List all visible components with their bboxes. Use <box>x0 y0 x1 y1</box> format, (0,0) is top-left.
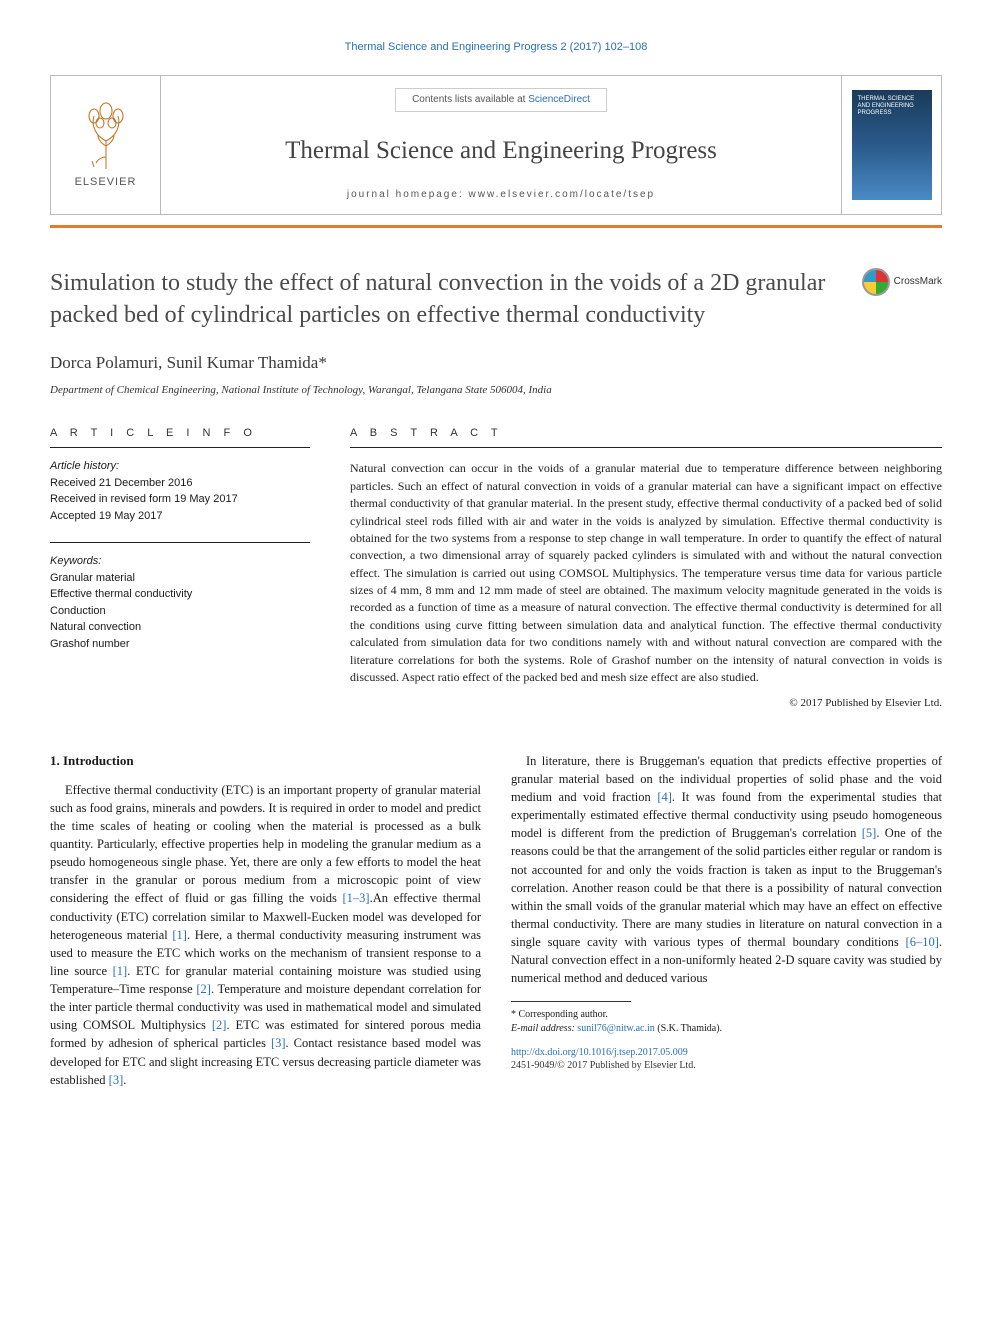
authors: Dorca Polamuri, Sunil Kumar Thamida* <box>50 351 942 375</box>
crossmark-icon <box>862 268 890 296</box>
keywords-label: Keywords: <box>50 555 101 567</box>
intro-para: Effective thermal conductivity (ETC) is … <box>50 781 481 1089</box>
email-line: E-mail address: sunil76@nitw.ac.in (S.K.… <box>511 1022 942 1036</box>
history-accepted: Accepted 19 May 2017 <box>50 510 163 522</box>
info-abstract-row: A R T I C L E I N F O Article history: R… <box>50 426 942 712</box>
publisher-name: ELSEVIER <box>75 175 137 190</box>
section-heading: 1. Introduction <box>50 752 481 771</box>
article-title: Simulation to study the effect of natura… <box>50 268 842 330</box>
ref-link[interactable]: [3] <box>271 1036 286 1050</box>
abstract-copyright: © 2017 Published by Elsevier Ltd. <box>350 696 942 711</box>
keyword: Natural convection <box>50 621 141 633</box>
contents-prefix: Contents lists available at <box>412 94 528 105</box>
issn-copyright: 2451-9049/© 2017 Published by Elsevier L… <box>511 1060 696 1071</box>
corr-marker: * <box>318 353 327 372</box>
intro-para: In literature, there is Bruggeman's equa… <box>511 752 942 988</box>
info-divider <box>50 542 310 543</box>
publisher-logo-cell: ELSEVIER <box>51 76 161 214</box>
keyword: Conduction <box>50 605 106 617</box>
ref-link[interactable]: [1–3] <box>343 891 370 905</box>
ref-link[interactable]: [6–10] <box>906 935 939 949</box>
t: Effective thermal conductivity (ETC) is … <box>50 783 481 906</box>
author-names: Dorca Polamuri, Sunil Kumar Thamida <box>50 353 318 372</box>
footnote-separator <box>511 1001 631 1002</box>
cover-title-small: THERMAL SCIENCE AND ENGINEERING PROGRESS <box>858 96 926 116</box>
ref-link[interactable]: [4] <box>657 790 672 804</box>
masthead: ELSEVIER Contents lists available at Sci… <box>50 75 942 215</box>
ref-link[interactable]: [1] <box>113 964 128 978</box>
crossmark[interactable]: CrossMark <box>862 268 942 296</box>
history-label: Article history: <box>50 460 119 472</box>
elsevier-tree-icon <box>76 101 136 171</box>
ref-link[interactable]: [2] <box>196 982 211 996</box>
abstract-text: Natural convection can occur in the void… <box>350 460 942 686</box>
body-text: 1. Introduction Effective thermal conduc… <box>50 752 942 1089</box>
corresponding-author: * Corresponding author. <box>511 1008 942 1022</box>
email-suffix: (S.K. Thamida). <box>655 1023 722 1034</box>
affiliation: Department of Chemical Engineering, Nati… <box>50 383 942 398</box>
history-revised: Received in revised form 19 May 2017 <box>50 493 238 505</box>
contents-available: Contents lists available at ScienceDirec… <box>395 88 607 112</box>
crossmark-label: CrossMark <box>894 275 942 289</box>
journal-cover-thumb: THERMAL SCIENCE AND ENGINEERING PROGRESS <box>852 90 932 200</box>
keywords-block: Keywords: Granular material Effective th… <box>50 553 310 652</box>
cover-cell: THERMAL SCIENCE AND ENGINEERING PROGRESS <box>841 76 941 214</box>
keyword: Granular material <box>50 572 135 584</box>
doi-link[interactable]: http://dx.doi.org/10.1016/j.tsep.2017.05… <box>511 1047 688 1058</box>
email-link[interactable]: sunil76@nitw.ac.in <box>577 1023 654 1034</box>
article-history: Article history: Received 21 December 20… <box>50 458 310 524</box>
ref-link[interactable]: [1] <box>172 928 187 942</box>
info-heading: A R T I C L E I N F O <box>50 426 310 448</box>
ref-link[interactable]: [3] <box>109 1073 124 1087</box>
email-label: E-mail address: <box>511 1023 577 1034</box>
homepage-url[interactable]: www.elsevier.com/locate/tsep <box>469 189 656 200</box>
running-head: Thermal Science and Engineering Progress… <box>50 40 942 55</box>
article-info: A R T I C L E I N F O Article history: R… <box>50 426 310 712</box>
title-row: Simulation to study the effect of natura… <box>50 268 942 330</box>
keyword: Effective thermal conductivity <box>50 588 192 600</box>
masthead-center: Contents lists available at ScienceDirec… <box>161 76 841 214</box>
masthead-rule <box>50 225 942 228</box>
history-received: Received 21 December 2016 <box>50 477 192 489</box>
abstract-heading: A B S T R A C T <box>350 426 942 448</box>
journal-name: Thermal Science and Engineering Progress <box>285 133 717 168</box>
t: . <box>123 1073 126 1087</box>
footnotes: * Corresponding author. E-mail address: … <box>511 1008 942 1036</box>
homepage-label: journal homepage: <box>347 189 469 200</box>
ref-link[interactable]: [2] <box>212 1018 227 1032</box>
doi-block: http://dx.doi.org/10.1016/j.tsep.2017.05… <box>511 1046 942 1072</box>
keyword: Grashof number <box>50 638 129 650</box>
journal-homepage: journal homepage: www.elsevier.com/locat… <box>347 188 655 202</box>
sciencedirect-link[interactable]: ScienceDirect <box>528 94 590 105</box>
abstract-column: A B S T R A C T Natural convection can o… <box>350 426 942 712</box>
t: . One of the reasons could be that the a… <box>511 826 942 949</box>
ref-link[interactable]: [5] <box>862 826 877 840</box>
